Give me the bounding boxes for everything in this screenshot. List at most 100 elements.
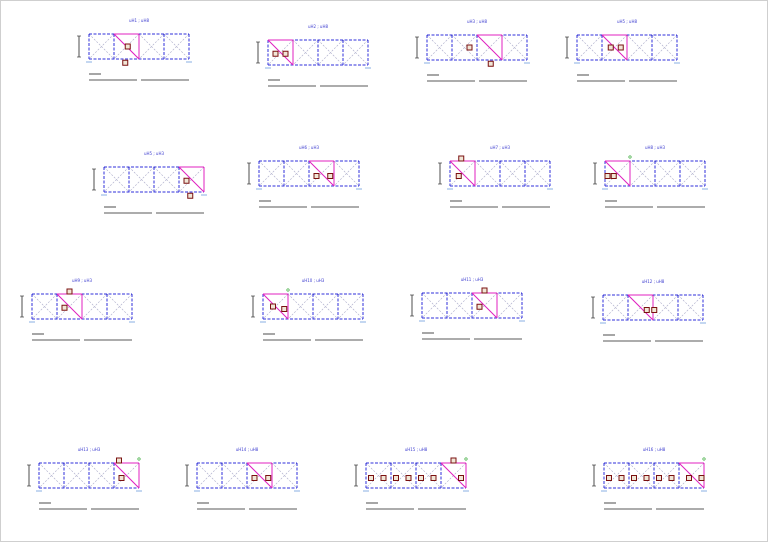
panel-title: uH3 ; uH8 bbox=[467, 19, 488, 24]
brace-diagonal bbox=[524, 160, 551, 187]
load-marker-icon bbox=[481, 287, 488, 294]
brace-diagonal bbox=[446, 292, 473, 319]
load-marker-icon bbox=[656, 475, 662, 481]
brace-diagonal bbox=[196, 462, 223, 489]
load-marker-icon bbox=[430, 475, 437, 481]
brace-diagonal bbox=[81, 293, 108, 320]
truss-panel: uH16 ; uH8 bbox=[592, 447, 707, 510]
truss-panel: uH2 ; uH8 bbox=[256, 24, 371, 87]
brace-diagonal bbox=[138, 33, 165, 60]
load-marker-icon bbox=[270, 303, 276, 310]
truss-panel: uH9 ; uH3 bbox=[20, 278, 135, 341]
brace-diagonal bbox=[337, 293, 364, 320]
load-marker-icon bbox=[668, 475, 675, 481]
loaded-diagonal bbox=[56, 293, 83, 320]
note-mark-icon bbox=[286, 288, 290, 292]
brace-diagonal bbox=[292, 39, 319, 66]
loaded-diagonal bbox=[601, 34, 628, 61]
brace-diagonal bbox=[626, 34, 653, 61]
load-marker-icon bbox=[368, 475, 374, 481]
loaded-diagonal bbox=[476, 34, 503, 61]
panel-title: uH15 ; uH8 bbox=[405, 447, 428, 452]
panel-title: uH10 ; uH3 bbox=[302, 278, 325, 283]
brace-diagonal bbox=[654, 160, 681, 187]
brace-diagonal bbox=[88, 462, 115, 489]
load-marker-icon bbox=[393, 475, 399, 481]
load-marker-icon bbox=[617, 44, 624, 51]
truss-panel: uH13 ; uH3 bbox=[27, 447, 142, 510]
panel-title: uH1 ; uH8 bbox=[129, 18, 150, 23]
note-mark-icon bbox=[464, 457, 468, 461]
load-marker-icon bbox=[458, 155, 465, 162]
load-marker-icon bbox=[405, 475, 412, 481]
load-marker-icon bbox=[487, 60, 494, 67]
note-mark-icon bbox=[702, 457, 706, 461]
brace-diagonal bbox=[38, 462, 65, 489]
load-marker-icon bbox=[450, 457, 457, 464]
load-marker-icon bbox=[418, 475, 424, 481]
brace-diagonal bbox=[271, 462, 298, 489]
load-marker-icon bbox=[272, 50, 279, 57]
brace-diagonal bbox=[163, 33, 190, 60]
load-marker-icon bbox=[327, 173, 334, 179]
brace-diagonal bbox=[317, 39, 344, 66]
panel-title: uH7 ; uH3 bbox=[490, 145, 511, 150]
loaded-diagonal bbox=[471, 292, 498, 319]
brace-diagonal bbox=[602, 294, 629, 321]
load-marker-icon bbox=[618, 475, 625, 481]
brace-diagonal bbox=[603, 462, 630, 489]
load-marker-icon bbox=[606, 475, 612, 481]
brace-diagonal bbox=[333, 160, 360, 187]
loaded-diagonal bbox=[604, 160, 631, 187]
load-marker-icon bbox=[124, 43, 131, 50]
brace-diagonal bbox=[628, 462, 655, 489]
load-marker-icon bbox=[116, 457, 122, 464]
panel-title: uH8 ; uH3 bbox=[645, 145, 666, 150]
panels-layer: uH1 ; uH8 uH2 ; uH8 uH3 ; uH8 uH5 ; uH8 uH5 … bbox=[20, 18, 708, 510]
brace-diagonal bbox=[501, 34, 528, 61]
brace-diagonal bbox=[677, 294, 704, 321]
load-marker-icon bbox=[61, 304, 68, 311]
load-marker-icon bbox=[313, 173, 320, 179]
brace-diagonal bbox=[421, 292, 448, 319]
load-marker-icon bbox=[251, 475, 258, 481]
brace-diagonal bbox=[499, 160, 526, 187]
loaded-diagonal bbox=[627, 294, 654, 321]
load-marker-icon bbox=[631, 475, 637, 481]
panel-title: uH11 ; uH3 bbox=[461, 277, 484, 282]
truss-panel: uH5 ; uH3 bbox=[92, 151, 207, 214]
brace-diagonal bbox=[415, 462, 442, 489]
brace-diagonal bbox=[652, 294, 679, 321]
load-marker-icon bbox=[698, 475, 705, 481]
brace-diagonal bbox=[128, 166, 155, 193]
brace-diagonal bbox=[653, 462, 680, 489]
loaded-diagonal bbox=[178, 166, 205, 193]
brace-diagonal bbox=[496, 292, 523, 319]
truss-panel: uH14 ; uH8 bbox=[185, 447, 300, 510]
brace-diagonal bbox=[679, 160, 706, 187]
truss-panel: uH7 ; uH3 bbox=[438, 145, 553, 208]
brace-diagonal bbox=[283, 160, 310, 187]
truss-panel: uH5 ; uH8 bbox=[565, 19, 680, 82]
truss-panel: uH12 ; uH8 bbox=[591, 279, 706, 342]
brace-diagonal bbox=[342, 39, 369, 66]
brace-diagonal bbox=[221, 462, 248, 489]
load-marker-icon bbox=[281, 306, 288, 312]
load-marker-icon bbox=[604, 173, 611, 179]
truss-panel: uH6 ; uH3 bbox=[247, 145, 362, 208]
load-marker-icon bbox=[607, 44, 614, 51]
load-marker-icon bbox=[183, 177, 190, 184]
brace-diagonal bbox=[629, 160, 656, 187]
load-marker-icon bbox=[187, 192, 194, 199]
brace-diagonal bbox=[651, 34, 678, 61]
brace-diagonal bbox=[258, 160, 285, 187]
loaded-diagonal bbox=[440, 462, 467, 489]
panel-title: uH5 ; uH3 bbox=[144, 151, 165, 156]
brace-diagonal bbox=[390, 462, 417, 489]
truss-panel: uH3 ; uH8 bbox=[415, 19, 530, 82]
panel-title: uH12 ; uH8 bbox=[642, 279, 665, 284]
brace-diagonal bbox=[287, 293, 314, 320]
load-marker-icon bbox=[643, 475, 650, 481]
load-marker-icon bbox=[458, 475, 464, 481]
